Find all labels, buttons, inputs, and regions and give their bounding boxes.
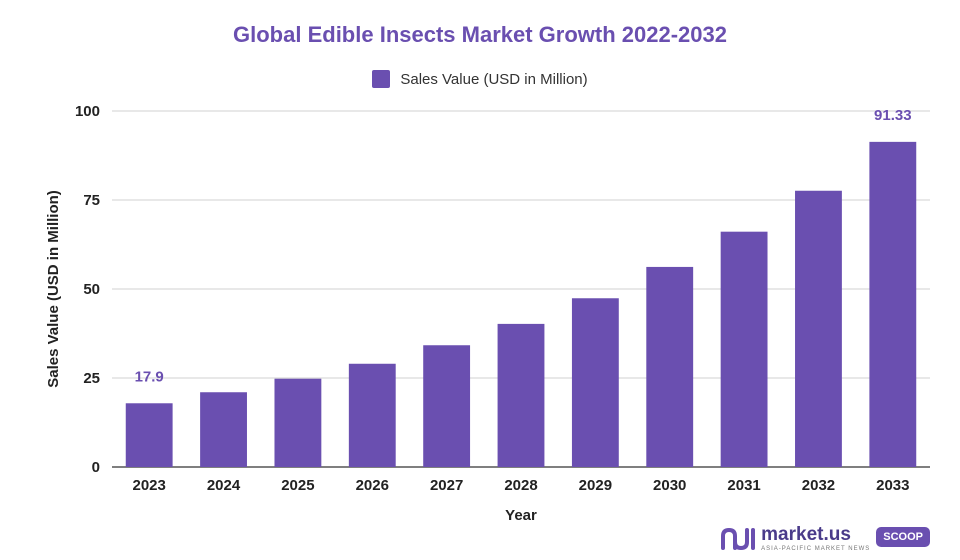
x-tick-label: 2025 (281, 477, 314, 494)
bar (795, 190, 842, 467)
x-tick-label: 2032 (802, 477, 835, 494)
bar (125, 403, 173, 467)
x-tick-label: 2031 (727, 477, 760, 494)
x-tick-label: 2023 (132, 477, 165, 494)
bar (571, 298, 619, 467)
legend-swatch (372, 70, 391, 88)
x-tick-label: 2028 (504, 477, 537, 494)
brand-tagline: ASIA-PACIFIC MARKET NEWS (761, 546, 871, 552)
x-tick-label: 2027 (430, 477, 463, 494)
bar (200, 392, 247, 467)
y-tick-label: 25 (83, 370, 100, 387)
bar (720, 231, 768, 467)
brand-name: market.us (761, 524, 851, 545)
data-label: 17.9 (135, 368, 164, 385)
bar (869, 141, 917, 467)
y-tick-label: 0 (92, 459, 100, 476)
y-tick-label: 50 (83, 281, 100, 298)
brand-badge: SCOOP (876, 527, 930, 547)
legend: Sales Value (USD in Million) (0, 70, 960, 88)
x-tick-label: 2030 (653, 477, 686, 494)
bar (646, 266, 694, 467)
chart-title: Global Edible Insects Market Growth 2022… (233, 22, 727, 47)
y-tick-label: 100 (75, 103, 100, 120)
brand-logo: market.us ASIA-PACIFIC MARKET NEWS SCOOP (721, 525, 930, 552)
bar (348, 363, 396, 467)
x-tick-label: 2026 (356, 477, 389, 494)
data-label: 91.33 (874, 107, 912, 124)
bar (423, 345, 471, 467)
y-tick-label: 75 (83, 192, 100, 209)
x-axis-title: Year (505, 507, 537, 524)
x-tick-label: 2033 (876, 477, 909, 494)
brand-text: market.us ASIA-PACIFIC MARKET NEWS (761, 525, 870, 552)
legend-label: Sales Value (USD in Million) (400, 70, 588, 88)
y-axis-title: Sales Value (USD in Million) (45, 190, 62, 388)
market-us-logo-icon (721, 527, 756, 550)
x-tick-label: 2024 (207, 477, 241, 494)
bar (274, 378, 322, 467)
x-tick-label: 2029 (579, 477, 612, 494)
bar (497, 323, 545, 467)
